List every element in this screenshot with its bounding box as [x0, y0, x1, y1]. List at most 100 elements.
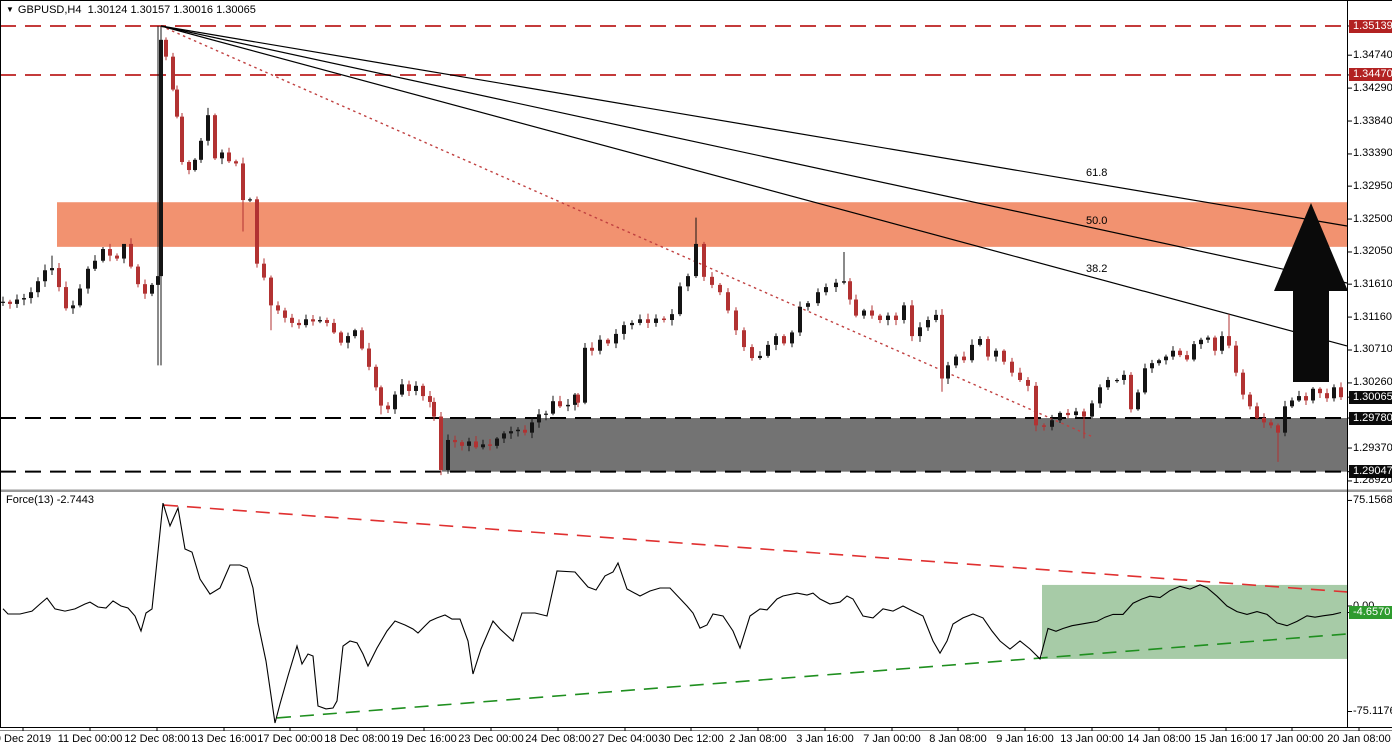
candle-body: [393, 394, 397, 410]
candle-body: [269, 277, 273, 306]
candle-body: [187, 161, 191, 171]
candle-body: [22, 298, 26, 300]
candle-body: [726, 292, 730, 311]
candle-body: [1213, 337, 1217, 351]
candle-body: [1058, 412, 1062, 421]
candle-body: [1262, 418, 1266, 423]
candle-body: [1255, 406, 1259, 419]
candle-body: [566, 404, 570, 407]
candle-body: [227, 152, 231, 162]
candle-body: [1206, 337, 1210, 340]
candle-body: [108, 249, 112, 256]
candle-body: [1248, 394, 1252, 407]
candle-body: [36, 281, 40, 293]
candle-body: [15, 299, 19, 304]
candle-body: [544, 413, 548, 415]
candle-body: [1157, 360, 1161, 364]
candle-body: [758, 355, 762, 359]
candle-body: [311, 319, 315, 322]
supply-zone-orange[interactable]: [57, 202, 1347, 247]
candle-body: [453, 439, 457, 443]
candle-body: [374, 366, 378, 388]
candle-body: [367, 348, 371, 367]
candle-body: [318, 320, 322, 322]
candle-body: [782, 336, 786, 344]
candle-body: [1332, 387, 1336, 399]
candle-body: [276, 305, 280, 311]
up-arrow-annotation[interactable]: [1274, 203, 1348, 382]
candle-body: [1304, 396, 1308, 401]
candle-body: [1339, 387, 1343, 398]
indicator-name-label: Force(13) -2.7443: [6, 494, 95, 506]
candle-body: [824, 287, 828, 293]
candle-body: [332, 322, 336, 333]
candle-body: [71, 305, 75, 309]
candle-body: [622, 325, 626, 334]
candle-body: [1178, 350, 1182, 356]
force-green-zone[interactable]: [1042, 584, 1347, 659]
candle-body: [516, 429, 520, 432]
candle-body: [353, 330, 357, 337]
candle-body: [1234, 345, 1238, 373]
candle-body: [710, 276, 714, 285]
candle-body: [742, 330, 746, 348]
candle-body: [1026, 379, 1030, 386]
candle-body: [558, 401, 562, 407]
candle-body: [159, 39, 163, 277]
candle-body: [1220, 336, 1224, 351]
candle-body: [143, 284, 147, 294]
candle-body: [213, 115, 217, 159]
candle-body: [290, 317, 294, 323]
candle-body: [1185, 355, 1189, 360]
candle-body: [488, 444, 492, 446]
candle-body: [862, 310, 866, 316]
candle-body: [1002, 350, 1006, 362]
candle-body: [926, 320, 930, 328]
candle-body: [93, 260, 97, 269]
candle-body: [428, 396, 432, 402]
candle-body: [407, 384, 411, 391]
candle-body: [1318, 388, 1322, 394]
candle-body: [918, 327, 922, 337]
candle-body: [1018, 372, 1022, 380]
candle-body: [910, 305, 914, 337]
candle-body: [1082, 411, 1086, 417]
candle-body: [474, 441, 478, 448]
candle-body: [934, 314, 938, 321]
candle-body: [1227, 336, 1231, 346]
chevron-down-icon[interactable]: ▼: [6, 5, 14, 14]
candle-body: [50, 268, 54, 271]
candle-body: [1042, 425, 1046, 427]
force-trendline-green[interactable]: [276, 633, 1348, 719]
candle-body: [220, 152, 224, 159]
candle-body: [718, 284, 722, 293]
force-trendline-red[interactable]: [163, 504, 1348, 593]
candle-body: [156, 276, 160, 285]
candle-body: [297, 322, 301, 326]
candle-body: [193, 159, 197, 171]
candle-body: [64, 287, 68, 309]
candle-body: [1269, 422, 1273, 426]
candle-body: [1074, 411, 1078, 416]
candle-body: [551, 401, 555, 414]
demand-zone-gray[interactable]: [442, 418, 1347, 472]
downtrend-dotted-line[interactable]: [160, 25, 1094, 438]
candle-body: [1311, 388, 1315, 401]
symbol-period-label: GBPUSD,H4: [17, 4, 82, 16]
candle-body: [255, 199, 259, 264]
fib-fan-line-38.2[interactable]: [160, 25, 1348, 347]
candle-body: [57, 268, 61, 288]
candle-body: [630, 322, 634, 326]
candle-body: [978, 339, 982, 345]
candle-body: [994, 350, 998, 357]
candle-body: [29, 292, 33, 299]
panel-separator[interactable]: [0, 489, 1392, 493]
fib-fan-line-61.8[interactable]: [160, 25, 1348, 227]
candle-body: [129, 243, 133, 267]
candle-body: [1297, 396, 1301, 401]
fib-fan-line-50.0[interactable]: [160, 25, 1348, 284]
candle-body: [199, 140, 203, 160]
candle-body: [1192, 344, 1196, 360]
